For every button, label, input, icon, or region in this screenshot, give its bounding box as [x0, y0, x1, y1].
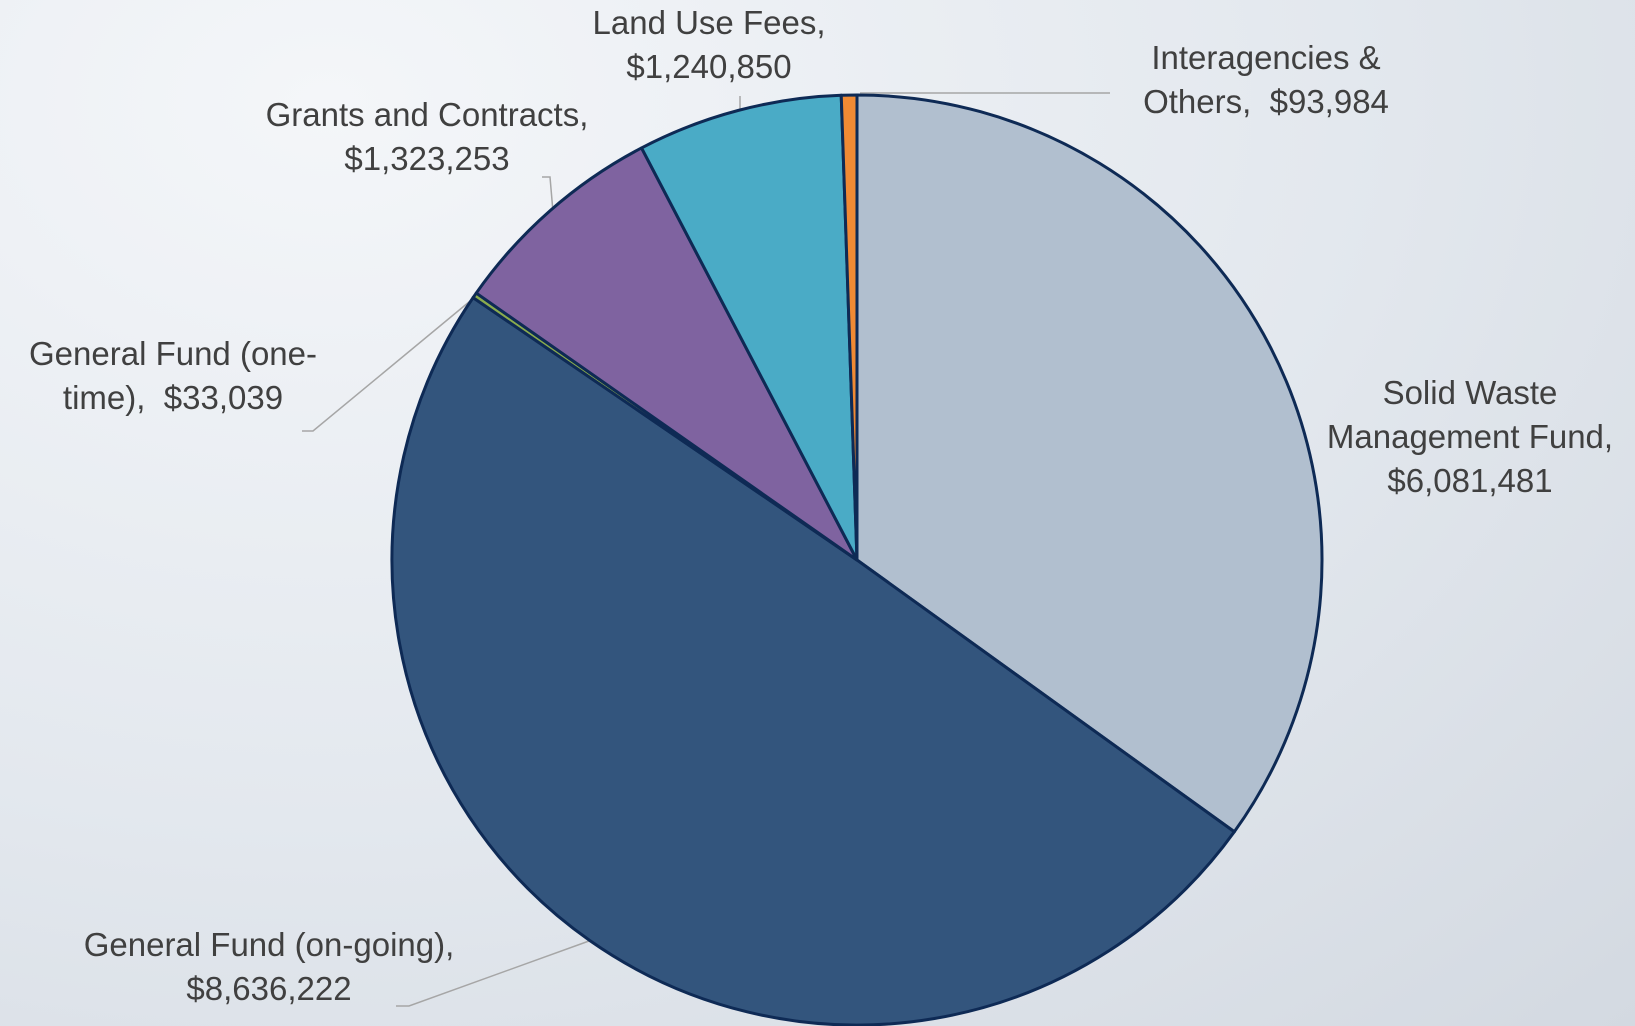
category-label: General Fund (on-going),	[83, 926, 455, 963]
pie-slice	[839, 93, 859, 562]
value-label: $8,636,222	[186, 970, 352, 1007]
data-label: General Fund (on-going), $8,636,222	[49, 923, 489, 1011]
value-label: $33,039	[163, 379, 284, 416]
category-label: Interagencies & Others,	[1143, 39, 1381, 120]
data-label: Land Use Fees, $1,240,850	[574, 1, 844, 89]
leader-line	[302, 296, 476, 432]
pie-slice	[855, 93, 1324, 834]
leader-line	[396, 940, 590, 1007]
category-label: Grants and Contracts,	[265, 96, 589, 133]
value-label: $1,323,253	[344, 140, 510, 177]
data-label: Grants and Contracts, $1,323,253	[237, 93, 617, 181]
value-label: $93,984	[1269, 83, 1389, 120]
data-label: General Fund (one-time), $33,039	[3, 332, 343, 420]
pie-slice	[390, 296, 1236, 1026]
category-label: General Fund (one-time),	[29, 335, 317, 416]
category-label: Land Use Fees,	[592, 4, 826, 41]
data-label: Interagencies & Others, $93,984	[1116, 36, 1416, 124]
data-label: Solid Waste Management Fund, $6,081,481	[1307, 371, 1633, 503]
leader-lines	[302, 92, 1110, 1007]
pie-slice	[640, 93, 859, 562]
pie-slice	[474, 146, 859, 562]
value-label: $1,240,850	[626, 48, 792, 85]
category-label: Solid Waste Management Fund,	[1326, 374, 1614, 455]
leader-line	[542, 176, 554, 213]
value-label: $6,081,481	[1387, 462, 1553, 499]
